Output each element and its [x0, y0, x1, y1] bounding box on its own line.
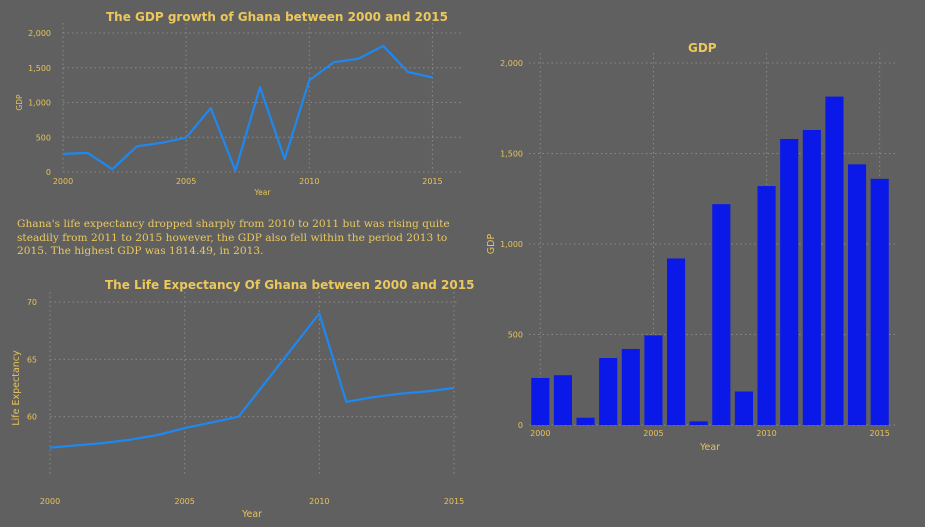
x-tick-label: 2005: [643, 429, 663, 438]
series-line: [49, 312, 455, 449]
bar: [667, 258, 686, 425]
x-tick-label: 2015: [444, 497, 464, 506]
y-tick-label: 1,000: [28, 99, 51, 108]
bar: [825, 96, 844, 426]
series-line: [62, 44, 433, 172]
gdp-bar-chart-title: GDP: [688, 41, 717, 55]
x-tick-label: 2015: [870, 429, 890, 438]
x-tick-label: 2010: [299, 177, 319, 186]
bar: [553, 375, 572, 425]
x-tick-label: 2000: [530, 429, 550, 438]
x-axis-label: Year: [254, 188, 272, 197]
x-axis-label: Year: [241, 509, 262, 520]
x-axis-label: Year: [699, 442, 720, 453]
y-tick-label: 2,000: [500, 59, 523, 68]
life-expectancy-chart-title: The Life Expectancy Of Ghana between 200…: [105, 278, 475, 292]
bar: [644, 335, 663, 425]
bar: [599, 358, 618, 425]
bar: [870, 178, 889, 425]
y-tick-label: 2,000: [28, 29, 51, 38]
x-tick-label: 2000: [40, 497, 60, 506]
bar: [576, 417, 595, 425]
x-tick-label: 2010: [756, 429, 776, 438]
bar: [734, 391, 753, 425]
bar: [712, 204, 731, 425]
x-tick-label: 2000: [53, 177, 73, 186]
x-tick-label: 2010: [309, 497, 329, 506]
x-tick-label: 2005: [174, 497, 194, 506]
y-axis-label: GDP: [15, 94, 24, 111]
x-tick-label: 2015: [422, 177, 442, 186]
y-tick-label: 70: [27, 298, 37, 307]
x-tick-label: 2005: [176, 177, 196, 186]
y-tick-label: 0: [518, 421, 523, 430]
y-tick-label: 65: [27, 355, 37, 364]
bar: [621, 348, 640, 425]
y-tick-label: 500: [508, 331, 523, 340]
y-axis-label: Life Expectancy: [11, 350, 22, 426]
y-tick-label: 0: [46, 168, 51, 177]
gdp-line-chart-title: The GDP growth of Ghana between 2000 and…: [106, 10, 449, 24]
bar: [848, 164, 867, 426]
y-tick-label: 500: [36, 133, 51, 142]
y-tick-label: 1,000: [500, 240, 523, 249]
bar: [531, 377, 550, 425]
bar: [802, 129, 821, 425]
analysis-note: Ghana's life expectancy dropped sharply …: [17, 218, 450, 257]
bar: [689, 421, 708, 425]
bar: [757, 186, 776, 425]
bar: [780, 139, 799, 425]
y-axis-label: GDP: [486, 234, 497, 255]
y-tick-label: 1,500: [28, 64, 51, 73]
y-tick-label: 60: [27, 413, 37, 422]
y-tick-label: 1,500: [500, 150, 523, 159]
